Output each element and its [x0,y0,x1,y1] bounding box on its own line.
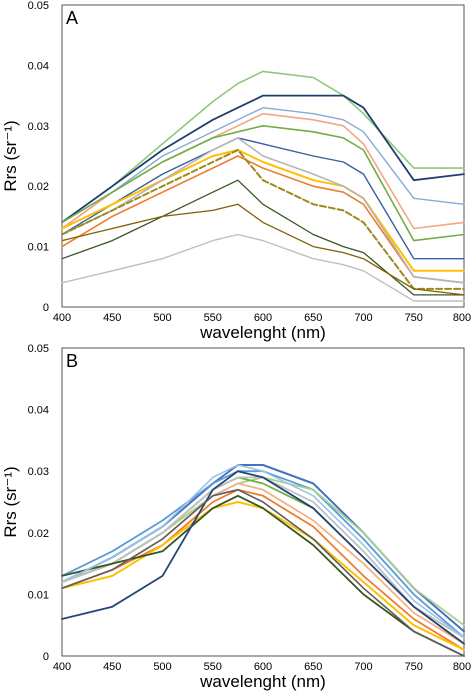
panel-a-series-line-9 [61,137,465,284]
panel-b-x-tick-label: 700 [354,661,372,673]
panel-a-series-line-7 [61,149,465,272]
panel-a-x-tick-label: 600 [254,312,272,324]
panel-b-plot-frame [61,347,465,657]
panel-a-letter: A [66,8,78,28]
panel-a-series-line-13 [61,233,465,302]
panel-b-x-tick-label: 500 [153,661,171,673]
panel-a-plot-frame [61,4,465,308]
panel-a-y-tick-label: 0 [43,302,49,314]
panel-a-series-line-12 [61,203,465,296]
panel-b-series-line-7 [61,501,465,651]
panel-b-x-tick-label: 650 [304,661,322,673]
panel-b-x-axis-label: wavelenght (nm) [199,672,326,691]
panel-a-series-line-11 [61,179,465,296]
panel-b-x-tick-label: 800 [453,661,471,673]
panel-b-x-tick-label: 600 [254,661,272,673]
panel-a-series-line-2 [61,94,465,224]
panel-b-series-line-10 [61,470,465,645]
panel-b-y-tick-label: 0.03 [28,466,49,478]
panel-b-series-line-9 [61,494,465,657]
panel-a-x-tick-label: 750 [405,312,423,324]
panel-b-series-line-12 [61,464,465,639]
panel-a-x-tick-label: 650 [304,312,322,324]
panel-a-y-tick-label: 0.04 [28,60,49,72]
panel-b-series-line-2 [61,470,465,639]
panel-b: 400 450 500 550 600 650 700 750 800 0 0.01 0.02 0.03… [1,343,471,691]
panel-b-x-tick-label: 450 [103,661,121,673]
panel-a-y-tick-label: 0.05 [28,0,49,12]
panel-a-x-tick-label: 700 [354,312,372,324]
panel-a-x-tick-label: 400 [53,312,71,324]
panel-a-y-tick-label: 0.01 [28,242,49,254]
panel-a-x-tick-label: 450 [103,312,121,324]
panel-b-x-tick-label: 550 [204,661,222,673]
panel-a-x-tick-label: 550 [204,312,222,324]
panel-a-x-tick-label: 800 [453,312,471,324]
panel-b-x-tick-label: 400 [53,661,71,673]
panel-a-series-line-6 [61,137,465,260]
panel-a-series-line-3 [61,107,465,230]
panel-a-series-line-5 [61,125,465,242]
panel-b-y-tick-label: 0.05 [28,343,49,355]
panel-a-y-tick-label: 0.03 [28,121,49,133]
panel-b-y-tick-label: 0.04 [28,405,49,417]
panel-b-y-tick-label: 0.02 [28,528,49,540]
panel-a-series-line-10 [61,149,465,290]
panel-a-x-axis-label: wavelenght (nm) [199,323,326,342]
panel-b-y-tick-label: 0 [43,651,49,663]
panel-a-y-tick-label: 0.02 [28,181,49,193]
panel-a-series-line-8 [61,155,465,284]
panel-b-y-tick-label: 0.01 [28,589,49,601]
panel-b-x-tick-label: 750 [405,661,423,673]
panel-b-series-line-11 [61,488,465,657]
panel-b-series-line-8 [61,476,465,639]
panel-b-y-axis-label: Rrs (sr⁻¹) [1,466,20,537]
panel-a-x-tick-label: 500 [153,312,171,324]
panel-a: 400 450 500 550 600 650 700 750 800 0 0.01 0.02 0.03… [1,0,471,342]
panel-a-y-axis-label: Rrs (sr⁻¹) [1,120,20,191]
panel-b-letter: B [66,351,78,371]
